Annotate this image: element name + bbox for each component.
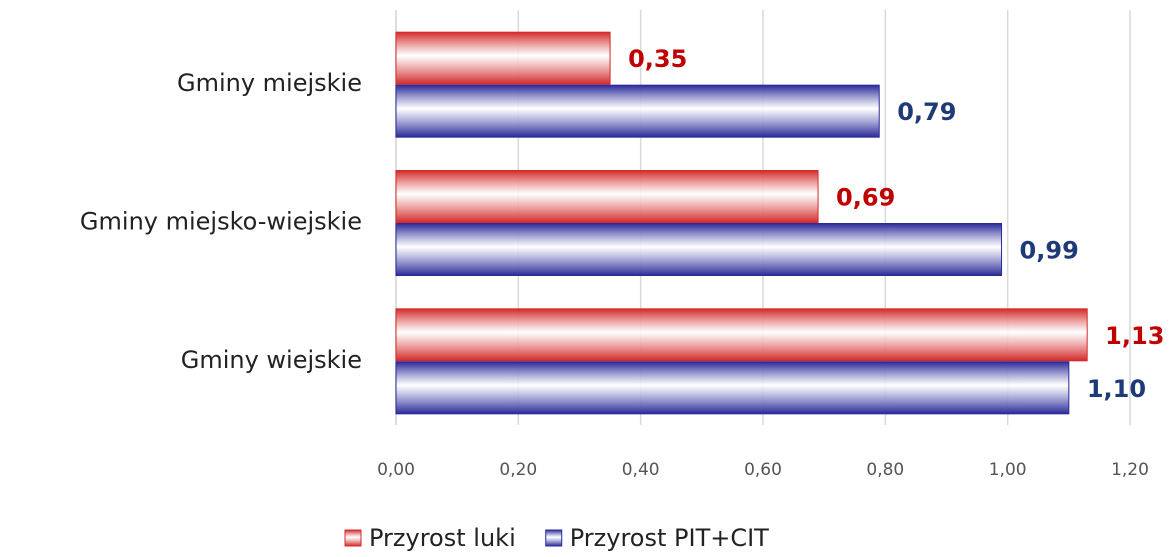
x-tick-label: 0,00 xyxy=(377,460,415,480)
bar xyxy=(395,223,1003,276)
x-tick-label: 1,20 xyxy=(1111,460,1149,480)
bar xyxy=(395,170,819,223)
legend-marker xyxy=(545,529,563,547)
legend-label: Przyrost PIT+CIT xyxy=(570,524,769,552)
category-label: Gminy miejsko-wiejskie xyxy=(80,208,362,236)
category-label: Gminy miejskie xyxy=(177,69,362,97)
legend-marker xyxy=(344,529,362,547)
value-label: 0,35 xyxy=(628,45,687,73)
bar xyxy=(395,361,1070,415)
x-tick-label: 0,80 xyxy=(866,460,904,480)
value-label: 1,10 xyxy=(1087,375,1146,403)
value-label: 0,99 xyxy=(1020,237,1079,265)
value-label: 1,13 xyxy=(1105,322,1164,350)
value-label: 0,79 xyxy=(897,98,956,126)
bar xyxy=(395,84,880,138)
x-tick-label: 1,00 xyxy=(989,460,1027,480)
x-tick-label: 0,40 xyxy=(622,460,660,480)
x-tick-label: 0,60 xyxy=(744,460,782,480)
bar xyxy=(395,31,611,85)
value-label: 0,69 xyxy=(836,184,895,212)
x-tick-label: 0,20 xyxy=(499,460,537,480)
legend-label: Przyrost luki xyxy=(369,524,516,552)
category-label: Gminy wiejskie xyxy=(181,346,362,374)
bar xyxy=(395,308,1088,362)
